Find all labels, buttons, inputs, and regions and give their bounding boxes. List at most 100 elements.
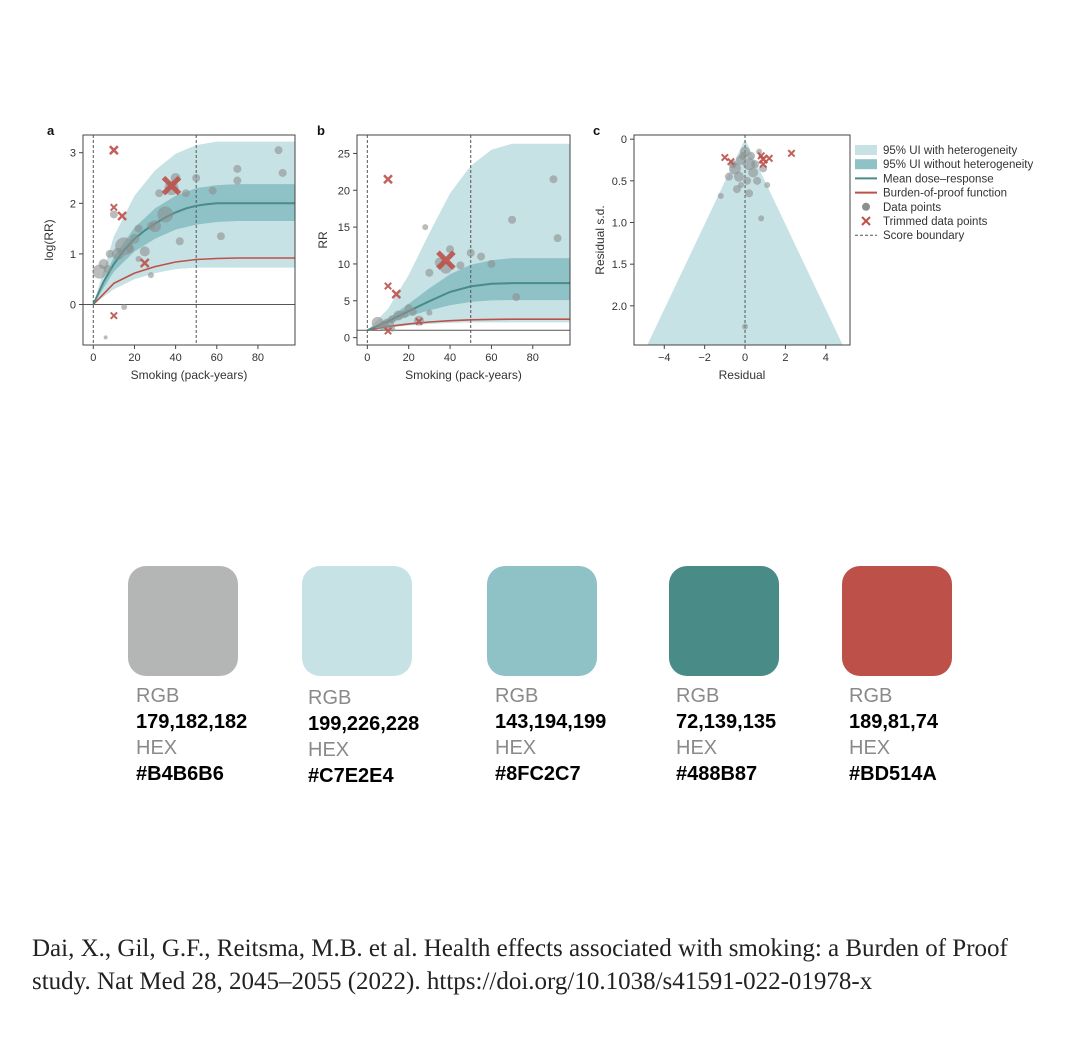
data-point: [742, 323, 749, 330]
hex-value: #BD514A: [849, 763, 937, 785]
color-palette: RGB 179,182,182 HEX #B4B6B6 RGB 199,226,…: [0, 560, 1080, 800]
legend-item: Burden-of-proof function: [855, 188, 1007, 200]
x-tick-label: 2: [782, 352, 788, 364]
plot-area: [83, 135, 295, 345]
y-tick-label: 2: [70, 198, 76, 210]
data-point: [103, 265, 112, 274]
hex-value: #8FC2C7: [495, 763, 581, 785]
rgb-label: RGB: [308, 687, 352, 709]
x-axis-label: Smoking (pack-years): [405, 368, 522, 382]
data-point: [549, 175, 558, 184]
axes-frame: [633, 134, 851, 346]
data-point: [724, 172, 733, 181]
trimmed-data-point: [161, 175, 182, 196]
rgb-label: RGB: [676, 685, 720, 707]
x-tick-label: 20: [403, 352, 415, 364]
axes-frame: [356, 134, 571, 346]
data-point: [758, 215, 765, 222]
data-point: [105, 249, 114, 258]
trimmed-data-point: [383, 174, 393, 185]
trimmed-data-point: [109, 311, 118, 320]
swatch-gray: [128, 566, 238, 676]
data-point: [157, 206, 174, 223]
citation: Dai, X., Gil, G.F., Reitsma, M.B. et al.…: [32, 935, 1008, 995]
data-point: [181, 189, 190, 198]
y-tick-label: 1: [70, 249, 76, 261]
legend-label: Data points: [883, 202, 941, 214]
ui-without-heterogeneity-band: [93, 184, 295, 305]
data-point: [425, 268, 434, 277]
hex-label: HEX: [495, 737, 537, 759]
data-point: [400, 310, 409, 319]
rgb-label: RGB: [849, 685, 893, 707]
data-point: [103, 335, 108, 340]
x-axis-label: Smoking (pack-years): [131, 368, 248, 382]
legend-item: Mean dose–response: [855, 173, 994, 185]
panel-b: 0 20 40 60 80 0 5 10 15 20 25 Smoking (pack-years) R…: [316, 123, 571, 382]
data-point: [748, 167, 759, 178]
y-tick-label: 2.0: [612, 301, 627, 313]
data-point: [121, 304, 128, 311]
swatch-red: [842, 566, 952, 676]
legend-item: Data points: [862, 202, 941, 214]
data-point: [278, 168, 287, 177]
x-tick-label: 60: [485, 352, 497, 364]
trimmed-data-point: [787, 149, 796, 158]
trimmed-data-point: [117, 211, 127, 221]
data-point: [456, 261, 465, 270]
y-axis-label: log(RR): [42, 219, 56, 260]
trimmed-data-point: [759, 160, 768, 169]
y-tick-label: 0: [70, 300, 76, 312]
data-point: [753, 176, 762, 185]
legend-label: Score boundary: [883, 230, 964, 242]
ui-with-heterogeneity-band: [367, 143, 570, 331]
swatch-light-teal: [302, 566, 412, 676]
y-tick-label: 5: [344, 296, 350, 308]
data-point: [175, 237, 184, 246]
swatch-mid-teal: [487, 566, 597, 676]
data-point: [147, 272, 154, 279]
plot-area: [357, 135, 570, 345]
y-tick-label: 25: [338, 148, 350, 160]
trimmed-data-point: [726, 157, 735, 166]
x-tick-label: 60: [211, 352, 223, 364]
legend-swatch: [862, 202, 870, 211]
trimmed-data-point: [384, 282, 392, 290]
y-tick-label: 0: [344, 333, 350, 345]
burden-of-proof-line: [92, 257, 295, 306]
y-tick-label: 10: [338, 259, 350, 271]
rgb-label: RGB: [136, 685, 180, 707]
hex-value: #B4B6B6: [136, 763, 224, 785]
plot-area: [647, 135, 843, 345]
legend-label: 95% UI with heterogeneity: [883, 145, 1017, 157]
data-point: [139, 246, 150, 257]
data-point: [109, 210, 118, 219]
rgb-value: 143,194,199: [495, 711, 607, 733]
y-tick-label: 1.5: [612, 259, 627, 271]
legend-item: Trimmed data points: [861, 216, 988, 228]
burden-of-proof-line: [367, 318, 570, 332]
legend-label: Mean dose–response: [883, 173, 994, 185]
x-tick-label: 4: [823, 352, 829, 364]
trimmed-data-point: [108, 145, 119, 156]
y-tick-label: 15: [338, 222, 350, 234]
x-tick-label: 80: [252, 352, 264, 364]
data-point: [743, 176, 752, 185]
legend-item: 95% UI without heterogeneity: [855, 159, 1033, 171]
y-axis-label: RR: [316, 231, 330, 249]
rgb-value: 72,139,135: [676, 711, 777, 733]
data-point: [155, 189, 164, 198]
data-point: [477, 252, 486, 261]
trimmed-data-point: [765, 154, 774, 163]
trimmed-data-point: [391, 289, 402, 300]
data-point: [274, 146, 283, 155]
legend: 95% UI with heterogeneity 95% UI without …: [855, 145, 1033, 242]
data-point: [553, 234, 562, 243]
x-tick-label: 0: [364, 352, 370, 364]
data-point: [129, 233, 140, 244]
y-tick-label: 1.0: [612, 218, 627, 230]
trimmed-data-point: [720, 153, 729, 162]
axes-frame: [82, 134, 296, 346]
data-point: [134, 224, 143, 233]
